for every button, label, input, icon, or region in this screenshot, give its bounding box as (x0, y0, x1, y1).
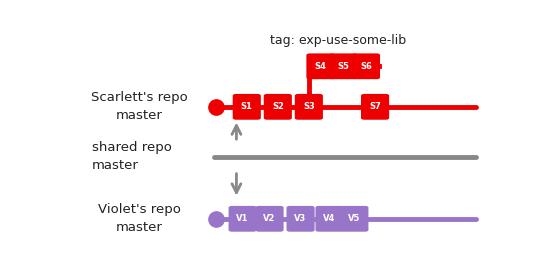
Text: Violet's repo
master: Violet's repo master (98, 203, 180, 234)
FancyBboxPatch shape (340, 206, 368, 232)
Text: shared repo
master: shared repo master (92, 142, 171, 173)
Text: S7: S7 (369, 102, 381, 111)
Text: S2: S2 (272, 102, 284, 111)
Text: V2: V2 (263, 214, 276, 223)
Text: S5: S5 (337, 62, 349, 71)
FancyBboxPatch shape (316, 206, 343, 232)
FancyBboxPatch shape (361, 94, 389, 120)
FancyBboxPatch shape (255, 206, 284, 232)
Text: Scarlett's repo
master: Scarlett's repo master (91, 91, 187, 122)
FancyBboxPatch shape (287, 206, 315, 232)
Text: V1: V1 (237, 214, 249, 223)
Text: V5: V5 (348, 214, 360, 223)
FancyBboxPatch shape (295, 94, 323, 120)
Text: S1: S1 (241, 102, 253, 111)
FancyBboxPatch shape (233, 94, 261, 120)
FancyBboxPatch shape (352, 53, 380, 79)
Text: tag: exp-use-some-lib: tag: exp-use-some-lib (270, 34, 406, 47)
FancyBboxPatch shape (329, 53, 357, 79)
FancyBboxPatch shape (307, 53, 334, 79)
Text: V3: V3 (294, 214, 307, 223)
Text: S4: S4 (315, 62, 326, 71)
FancyBboxPatch shape (264, 94, 292, 120)
Text: S6: S6 (360, 62, 372, 71)
Text: V4: V4 (324, 214, 336, 223)
Text: S3: S3 (303, 102, 315, 111)
FancyBboxPatch shape (229, 206, 257, 232)
